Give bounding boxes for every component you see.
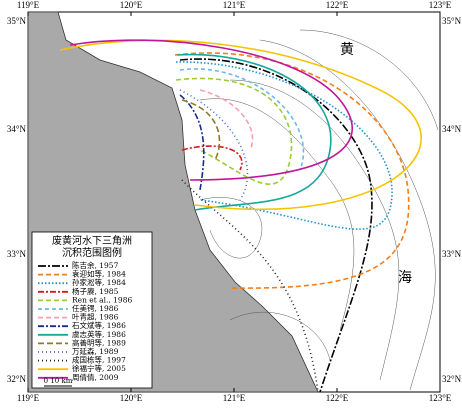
- legend-label: 任美锷, 1986: [72, 303, 119, 313]
- legend-label: Ren et al., 1986: [72, 295, 132, 304]
- boundary-line: [175, 77, 293, 185]
- lat-label: 35°N: [442, 16, 462, 26]
- legend-label: 陈吉余, 1957: [72, 260, 119, 270]
- boundary-line: [176, 53, 332, 211]
- legend-label: 叶青超, 1986: [72, 312, 119, 322]
- lat-label: 32°N: [442, 374, 462, 384]
- boundary-line: [179, 58, 373, 393]
- sea-label: 黄: [340, 41, 354, 58]
- lat-label: 34°N: [7, 124, 27, 134]
- boundary-line: [181, 99, 221, 161]
- legend-label: 袁迎如等, 1984: [72, 269, 126, 279]
- boundary-line: [179, 89, 249, 201]
- lon-label: 122°E: [326, 393, 349, 403]
- lat-label: 33°N: [7, 249, 27, 259]
- lon-label: 120°E: [120, 393, 143, 403]
- boundary-line: [199, 89, 254, 151]
- lon-label: 119°E: [17, 0, 40, 10]
- legend-label: 徐福宁等, 2005: [72, 363, 126, 373]
- lon-label: 123°E: [429, 0, 452, 10]
- legend-title-line: 废黄河水下三角洲: [52, 234, 132, 247]
- delta-boundaries: [59, 39, 422, 393]
- scale-label: 0 10 km: [44, 377, 73, 385]
- legend-title: 废黄河水下三角洲沉积范围图例: [52, 234, 132, 259]
- lon-label: 121°E: [223, 0, 246, 10]
- legend-label: 虞志英等, 1986: [72, 329, 126, 339]
- boundary-line: [179, 94, 205, 191]
- legend-label: 杨子赓, 1985: [72, 286, 119, 296]
- legend-label: 周倩倩, 2009: [72, 372, 119, 382]
- lat-label: 33°N: [442, 249, 462, 259]
- legend-title-line: 沉积范围图例: [62, 246, 122, 259]
- lon-label: 119°E: [17, 393, 40, 403]
- boundary-line: [179, 68, 305, 171]
- boundary-line: [69, 39, 353, 181]
- legend-box: [31, 231, 153, 389]
- lat-label: 35°N: [7, 16, 27, 26]
- legend-label: 石文斌等, 1986: [72, 320, 126, 330]
- lon-label: 120°E: [120, 0, 143, 10]
- lon-label: 122°E: [326, 0, 349, 10]
- lon-label: 121°E: [223, 393, 246, 403]
- boundary-line: [181, 179, 319, 393]
- legend-label: 高善明等, 1989: [72, 337, 126, 347]
- legend-label: 万延森, 1989: [72, 346, 119, 356]
- boundary-line: [181, 145, 243, 171]
- lat-label: 32°N: [7, 374, 27, 384]
- lat-label: 34°N: [442, 124, 462, 134]
- legend-label: 孙家淞等, 1984: [72, 277, 126, 287]
- sea-label: 海: [398, 270, 412, 286]
- legend-label: 成国栋等, 1997: [72, 355, 126, 365]
- lon-label: 123°E: [429, 393, 452, 403]
